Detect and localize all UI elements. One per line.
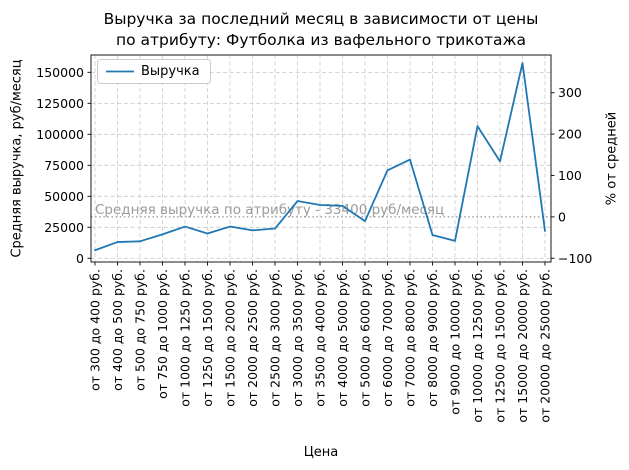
average-revenue-annotation: Средняя выручка по атрибуту - 33400 руб/… xyxy=(95,202,444,218)
chart-title-line-1: Выручка за последний месяц в зависимости… xyxy=(103,10,539,28)
x-axis-tick-label: от 10000 до 12500 руб. xyxy=(470,269,485,423)
left-axis-tick-label: 50000 xyxy=(44,189,84,204)
x-axis-tick-label: от 7000 до 8000 руб. xyxy=(403,269,418,407)
left-axis-title: Средняя выручка, руб/месяц xyxy=(10,59,25,257)
x-axis-tick-label: от 500 до 750 руб. xyxy=(133,269,148,391)
grid xyxy=(91,55,551,262)
axes-frame xyxy=(90,54,552,263)
x-axis-tick-label: от 15000 до 20000 руб. xyxy=(515,269,530,423)
x-axis-tick-label: от 1250 до 1500 руб. xyxy=(200,269,215,407)
x-axis-title: Цена xyxy=(304,445,339,460)
x-axis-tick-label: от 400 до 500 руб. xyxy=(110,269,125,391)
left-axis-tick-label: 75000 xyxy=(44,158,84,173)
x-axis-tick-label: от 2000 до 2500 руб. xyxy=(245,269,260,407)
x-axis-tick-label: от 3000 до 3500 руб. xyxy=(290,269,305,407)
left-axis-tick-label: 0 xyxy=(76,251,84,266)
x-axis-tick-label: от 3500 до 4000 руб. xyxy=(313,269,328,407)
right-axis-tick-label: 100 xyxy=(558,168,582,183)
x-axis-tick-label: от 20000 до 25000 руб. xyxy=(538,269,553,423)
x-axis-tick-label: от 12500 до 15000 руб. xyxy=(493,269,508,423)
x-axis-tick-label: от 300 до 400 руб. xyxy=(88,269,103,391)
x-axis-tick-label: от 6000 до 7000 руб. xyxy=(380,269,395,407)
left-axis-tick-label: 150000 xyxy=(36,65,84,80)
chart-title: Выручка за последний месяц в зависимости… xyxy=(91,9,551,51)
right-axis-tick-label: 300 xyxy=(558,85,582,100)
left-axis-tick-label: 25000 xyxy=(44,220,84,235)
right-axis-tick-label: −100 xyxy=(558,251,592,266)
right-axis-tick-label: 0 xyxy=(558,209,566,224)
legend-label: Выручка xyxy=(141,64,200,79)
right-axis-tick-label: 200 xyxy=(558,127,582,142)
x-axis-tick-label: от 1000 до 1250 руб. xyxy=(178,269,193,407)
right-axis-title: % от средней xyxy=(605,112,620,205)
x-axis-tick-label: от 9000 до 10000 руб. xyxy=(448,269,463,415)
x-axis-tick-label: от 1500 до 2000 руб. xyxy=(223,269,238,407)
revenue-series-line xyxy=(94,62,546,252)
x-axis-tick-label: от 2500 до 3000 руб. xyxy=(268,269,283,407)
left-axis-tick-label: 125000 xyxy=(36,96,84,111)
tick-marks xyxy=(87,71,555,266)
x-axis-tick-label: от 4000 до 5000 руб. xyxy=(335,269,350,407)
legend-box xyxy=(97,59,211,84)
x-axis-tick-label: от 750 до 1000 руб. xyxy=(155,269,170,399)
legend: Выручка xyxy=(97,59,211,84)
x-axis-tick-label: от 5000 до 6000 руб. xyxy=(358,269,373,407)
left-axis-tick-label: 100000 xyxy=(36,127,84,142)
chart-title-line-2: по атрибуту: Футболка из вафельного трик… xyxy=(115,31,526,49)
x-axis-tick-label: от 8000 до 9000 руб. xyxy=(425,269,440,407)
